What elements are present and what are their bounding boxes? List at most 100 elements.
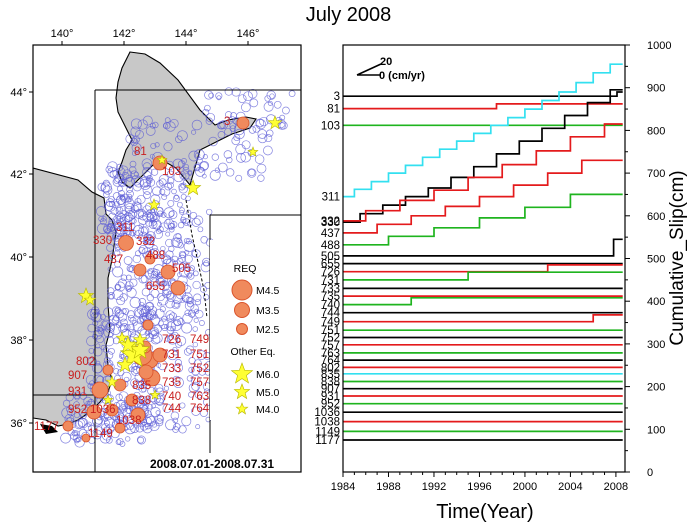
map-id-label: 1149 <box>88 428 113 440</box>
repeating-earthquake-marker <box>170 280 186 296</box>
background-event-marker <box>198 320 205 326</box>
map-id-label: 3 <box>224 116 230 128</box>
background-event-marker <box>157 301 162 307</box>
background-event-marker <box>185 195 191 202</box>
background-event-marker <box>256 163 267 174</box>
background-event-marker <box>131 175 142 186</box>
background-event-marker <box>79 392 88 400</box>
background-event-marker <box>217 121 227 130</box>
background-event-marker <box>129 366 135 373</box>
background-event-marker <box>121 371 132 382</box>
series-id-label: 3 <box>334 91 340 103</box>
background-event-marker <box>148 220 158 229</box>
background-event-marker <box>241 140 251 150</box>
background-event-marker <box>263 145 273 156</box>
background-event-marker <box>147 267 159 279</box>
background-event-marker <box>179 251 186 259</box>
background-event-marker <box>66 406 72 413</box>
background-event-marker <box>183 264 191 271</box>
background-event-marker <box>122 169 133 179</box>
background-event-marker <box>118 324 127 333</box>
background-event-marker <box>179 297 185 304</box>
background-event-marker <box>211 153 219 161</box>
repeating-earthquake-marker <box>144 253 156 265</box>
background-event-marker <box>144 238 154 249</box>
repeating-earthquake-marker <box>236 116 250 130</box>
background-event-marker <box>164 336 170 342</box>
background-event-marker <box>191 119 203 131</box>
series-line-505 <box>343 238 623 257</box>
map-id-label: 952 <box>68 404 87 416</box>
background-event-marker <box>192 326 198 332</box>
background-event-marker <box>103 223 113 233</box>
background-event-marker <box>156 277 165 286</box>
background-event-marker <box>195 424 201 430</box>
background-event-marker <box>130 118 142 130</box>
series-id-label: 505 <box>321 251 340 263</box>
background-event-marker <box>158 174 170 185</box>
background-event-marker <box>114 227 125 238</box>
background-event-marker <box>115 167 126 177</box>
background-event-marker <box>188 391 195 398</box>
background-event-marker <box>108 200 116 208</box>
background-event-marker <box>168 210 175 217</box>
background-event-marker <box>247 89 258 99</box>
background-event-marker <box>163 385 170 391</box>
background-event-marker <box>163 122 171 130</box>
background-event-marker <box>167 181 174 189</box>
background-event-marker <box>97 182 107 192</box>
background-event-marker <box>133 177 144 188</box>
background-event-marker <box>170 237 181 247</box>
background-event-marker <box>105 424 115 434</box>
series-line-3 <box>343 91 623 98</box>
background-event-marker <box>177 130 188 142</box>
background-event-marker <box>226 168 235 177</box>
background-event-marker <box>165 298 175 309</box>
other-earthquake-marker <box>115 331 129 344</box>
other-earthquake-marker <box>102 394 114 405</box>
map-id-label: 81 <box>134 146 147 158</box>
other-earthquakes <box>77 115 283 405</box>
background-event-marker <box>116 437 124 445</box>
map-id-label: 731 <box>162 349 181 361</box>
background-event-marker <box>134 197 142 205</box>
background-event-marker <box>229 122 237 130</box>
background-event-marker <box>108 212 117 221</box>
background-event-marker <box>175 233 182 240</box>
background-event-marker <box>109 315 115 321</box>
map-id-label: 749 <box>190 334 209 346</box>
repeating-earthquake-marker <box>130 407 146 423</box>
background-event-marker <box>154 142 160 148</box>
background-event-marker <box>282 106 290 115</box>
background-event-marker <box>129 316 137 324</box>
background-event-marker <box>143 181 149 187</box>
seismicity-map: 3 81 103 311 330 332 437 488 505 655 726 731 733 735 7… <box>10 28 302 473</box>
background-event-marker <box>73 412 80 419</box>
background-event-marker <box>168 226 175 233</box>
background-event-marker <box>162 403 172 413</box>
background-event-marker <box>241 102 251 113</box>
land-small-island <box>40 424 58 434</box>
background-event-marker <box>174 359 182 367</box>
scale-arrow-top: 20 <box>380 56 392 68</box>
background-event-marker <box>146 211 157 222</box>
background-event-marker <box>151 219 162 230</box>
background-event-marker <box>167 349 179 361</box>
background-event-marker <box>127 266 134 272</box>
background-event-marker <box>153 394 165 405</box>
legend-req-marker-large <box>231 279 253 301</box>
background-event-marker <box>125 196 131 203</box>
series-line-332 <box>343 123 623 222</box>
background-event-marker <box>119 293 128 302</box>
legend-req-m45: M4.5 <box>256 285 280 297</box>
background-event-marker <box>179 207 185 214</box>
map-lon-tick-label: 140° <box>51 28 74 40</box>
background-event-marker <box>190 366 201 376</box>
trench-line <box>185 199 208 319</box>
background-event-marker <box>72 434 81 443</box>
repeating-earthquake-marker <box>142 319 154 331</box>
map-id-label: 1177 <box>34 421 59 433</box>
map-id-label: 311 <box>116 222 134 234</box>
background-event-marker <box>139 178 151 190</box>
background-event-marker <box>273 100 282 109</box>
